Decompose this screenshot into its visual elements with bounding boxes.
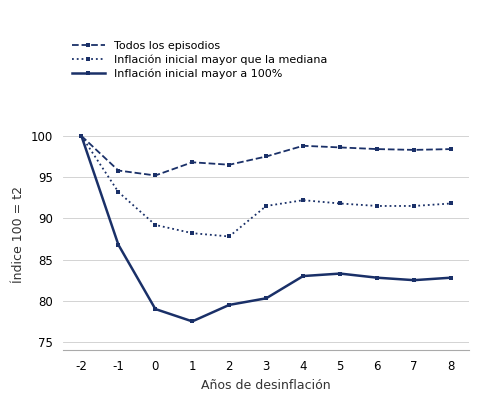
Inflación inicial mayor que la mediana (227, 234, 232, 239)
Inflación inicial mayor que la mediana (337, 201, 343, 206)
Inflación inicial mayor a 100% (337, 271, 343, 276)
Inflación inicial mayor que la mediana (263, 204, 269, 209)
Inflación inicial mayor que la mediana (78, 133, 84, 138)
Todos los episodios (263, 154, 269, 159)
Y-axis label: Índice 100 = t2: Índice 100 = t2 (13, 186, 25, 283)
Legend: Todos los episodios, Inflación inicial mayor que la mediana, Inflación inicial m: Todos los episodios, Inflación inicial m… (68, 37, 331, 83)
Inflación inicial mayor a 100% (189, 319, 195, 324)
Inflación inicial mayor que la mediana (374, 204, 380, 209)
Line: Inflación inicial mayor a 100%: Inflación inicial mayor a 100% (79, 133, 454, 324)
Inflación inicial mayor a 100% (263, 296, 269, 301)
Inflación inicial mayor a 100% (411, 278, 417, 283)
Inflación inicial mayor a 100% (152, 306, 158, 311)
Todos los episodios (300, 143, 306, 148)
Inflación inicial mayor a 100% (448, 275, 454, 280)
Inflación inicial mayor a 100% (78, 133, 84, 138)
Inflación inicial mayor que la mediana (152, 222, 158, 227)
Inflación inicial mayor que la mediana (448, 201, 454, 206)
Inflación inicial mayor que la mediana (116, 189, 121, 194)
Inflación inicial mayor a 100% (300, 274, 306, 279)
Inflación inicial mayor a 100% (227, 302, 232, 307)
Todos los episodios (78, 133, 84, 138)
Inflación inicial mayor a 100% (374, 275, 380, 280)
Todos los episodios (189, 160, 195, 165)
Todos los episodios (411, 148, 417, 152)
Inflación inicial mayor que la mediana (300, 198, 306, 203)
Todos los episodios (337, 145, 343, 150)
X-axis label: Años de desinflación: Años de desinflación (201, 378, 331, 392)
Todos los episodios (152, 173, 158, 178)
Inflación inicial mayor a 100% (116, 242, 121, 247)
Line: Todos los episodios: Todos los episodios (79, 133, 454, 178)
Todos los episodios (448, 147, 454, 152)
Inflación inicial mayor que la mediana (411, 204, 417, 209)
Todos los episodios (374, 147, 380, 152)
Todos los episodios (227, 162, 232, 167)
Inflación inicial mayor que la mediana (189, 231, 195, 236)
Line: Inflación inicial mayor que la mediana: Inflación inicial mayor que la mediana (79, 133, 454, 239)
Todos los episodios (116, 168, 121, 173)
